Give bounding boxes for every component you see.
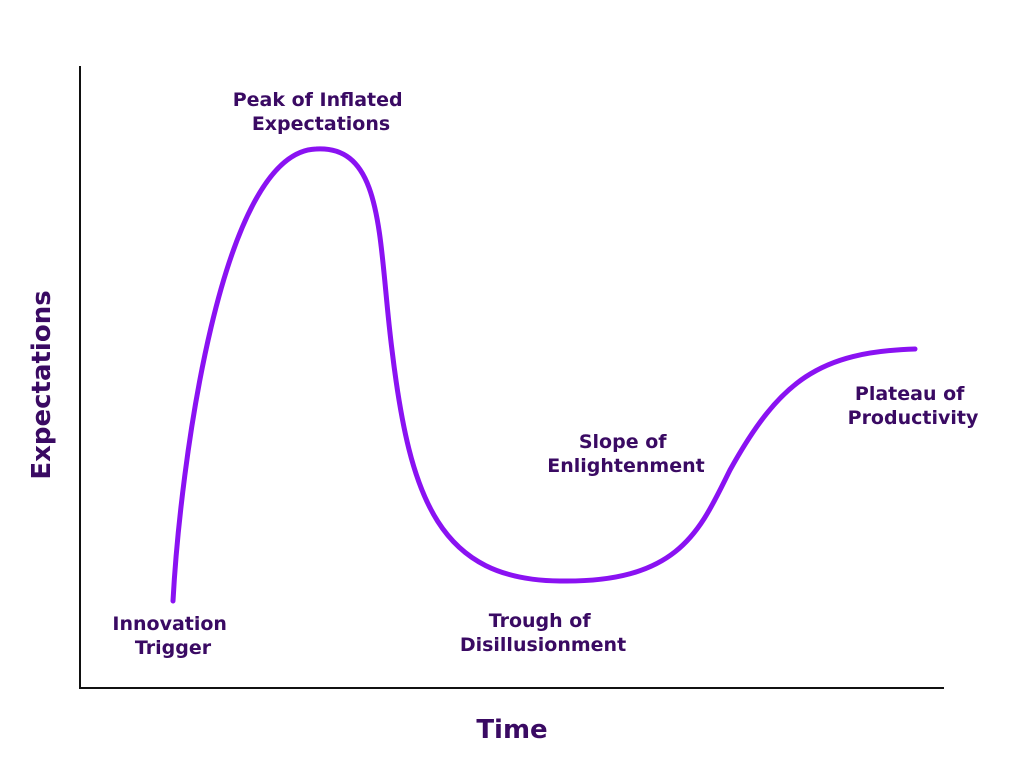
phase-label-plateau-line-2: Productivity — [848, 407, 979, 429]
phase-label-peak: Peak of Inflated Expectations — [233, 89, 410, 135]
x-axis-title: Time — [476, 715, 547, 745]
phase-label-innovation-line-1: Innovation — [112, 613, 227, 635]
phase-label-trough-line-2: Disillusionment — [460, 634, 626, 656]
phase-label-peak-line-1: Peak of Inflated — [233, 89, 403, 111]
phase-label-slope-line-1: Slope of — [579, 431, 667, 453]
phase-label-trough: Trough of Disillusionment — [460, 610, 626, 656]
y-axis-title: Expectations — [27, 290, 57, 479]
phase-label-trough-line-1: Trough of — [489, 610, 592, 632]
phase-label-slope-line-2: Enlightenment — [547, 455, 704, 477]
phase-label-innovation: Innovation Trigger — [112, 613, 233, 659]
phase-label-slope: Slope of Enlightenment — [547, 431, 704, 477]
phase-label-plateau-line-1: Plateau of — [855, 383, 965, 405]
phase-label-plateau: Plateau of Productivity — [848, 383, 979, 429]
hype-curve — [170, 146, 918, 604]
phase-label-peak-line-2: Expectations — [252, 113, 390, 135]
phase-label-innovation-line-2: Trigger — [135, 637, 212, 659]
